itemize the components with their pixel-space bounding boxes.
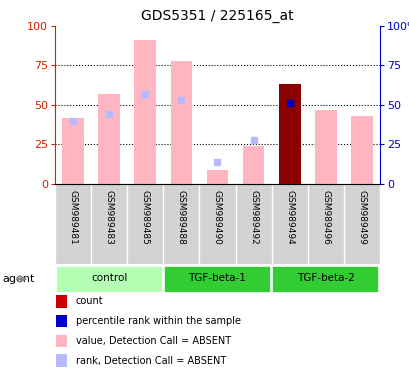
Text: GSM989481: GSM989481 xyxy=(68,190,77,245)
Text: percentile rank within the sample: percentile rank within the sample xyxy=(76,316,240,326)
Bar xyxy=(62,118,84,184)
Text: TGF-beta-2: TGF-beta-2 xyxy=(296,273,354,283)
Text: rank, Detection Call = ABSENT: rank, Detection Call = ABSENT xyxy=(76,356,225,366)
Bar xyxy=(134,40,156,184)
Bar xyxy=(206,170,228,184)
Text: GSM989490: GSM989490 xyxy=(213,190,221,245)
Bar xyxy=(272,265,378,293)
Bar xyxy=(164,265,270,293)
Text: control: control xyxy=(91,273,127,283)
Text: count: count xyxy=(76,296,103,306)
Bar xyxy=(56,295,67,308)
Bar xyxy=(56,265,162,293)
Text: agent: agent xyxy=(2,274,34,284)
Bar xyxy=(314,109,336,184)
Text: value, Detection Call = ABSENT: value, Detection Call = ABSENT xyxy=(76,336,230,346)
Bar xyxy=(56,354,67,367)
Text: GSM989492: GSM989492 xyxy=(249,190,258,245)
Bar xyxy=(56,334,67,347)
Bar xyxy=(98,94,120,184)
Text: GSM989499: GSM989499 xyxy=(357,190,366,245)
Text: GSM989494: GSM989494 xyxy=(285,190,294,245)
Bar xyxy=(170,61,192,184)
Text: GSM989496: GSM989496 xyxy=(321,190,330,245)
Text: TGF-beta-1: TGF-beta-1 xyxy=(188,273,246,283)
Bar xyxy=(278,84,300,184)
Title: GDS5351 / 225165_at: GDS5351 / 225165_at xyxy=(141,9,293,23)
Text: GSM989488: GSM989488 xyxy=(176,190,185,245)
Bar xyxy=(350,116,372,184)
Text: GSM989485: GSM989485 xyxy=(140,190,149,245)
Bar xyxy=(242,146,264,184)
Bar xyxy=(56,315,67,327)
Text: GSM989483: GSM989483 xyxy=(104,190,113,245)
